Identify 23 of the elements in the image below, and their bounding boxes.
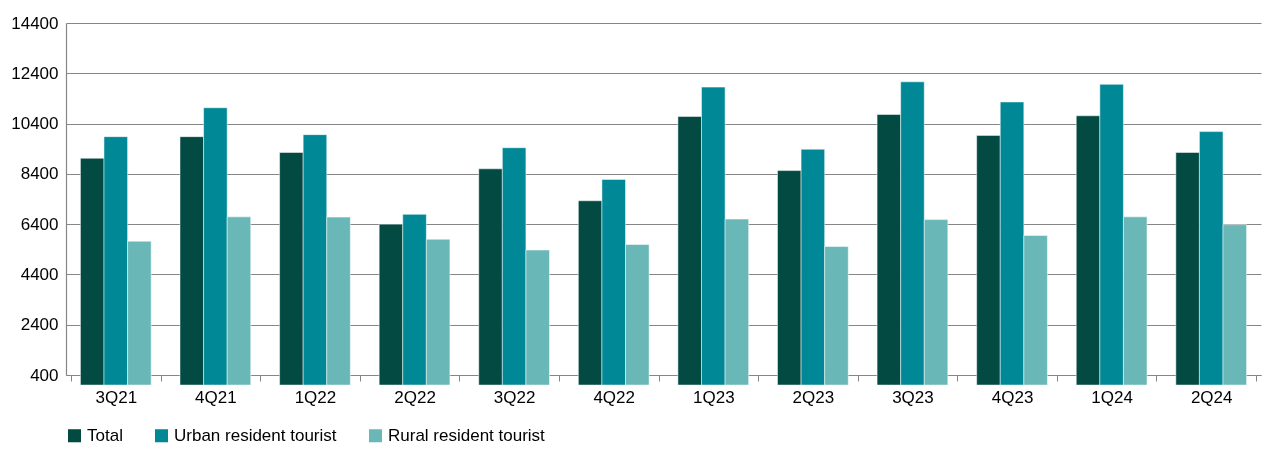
x-tick-label: 1Q22 [294, 387, 337, 407]
x-tick-label: 2Q24 [1190, 387, 1233, 407]
x-tick-label: 1Q23 [692, 387, 735, 407]
legend-label: Total [87, 425, 123, 445]
y-tick-label: 2400 [20, 315, 59, 335]
x-tick-label: 4Q23 [991, 387, 1034, 407]
y-tick-label: 8400 [20, 164, 59, 184]
x-tick-label: 3Q22 [493, 387, 536, 407]
y-tick-label: 10400 [11, 114, 59, 134]
x-tick-label: 3Q21 [95, 387, 138, 407]
y-tick-label: 400 [30, 365, 59, 385]
y-tick-label: 4400 [20, 264, 59, 284]
legend-label: Urban resident tourist [174, 425, 337, 445]
y-tick-label: 6400 [20, 214, 59, 234]
x-tick-label: 3Q23 [892, 387, 934, 407]
x-tick-label: 2Q23 [792, 387, 835, 407]
y-tick-label: 14400 [11, 13, 59, 33]
legend-label: Rural resident tourist [388, 425, 546, 445]
x-tick-label: 2Q22 [394, 387, 436, 407]
x-tick-label: 4Q22 [593, 387, 636, 407]
y-tick-label: 12400 [11, 63, 59, 83]
x-tick-label: 1Q24 [1091, 387, 1133, 407]
x-tick-label: 4Q21 [195, 387, 237, 407]
